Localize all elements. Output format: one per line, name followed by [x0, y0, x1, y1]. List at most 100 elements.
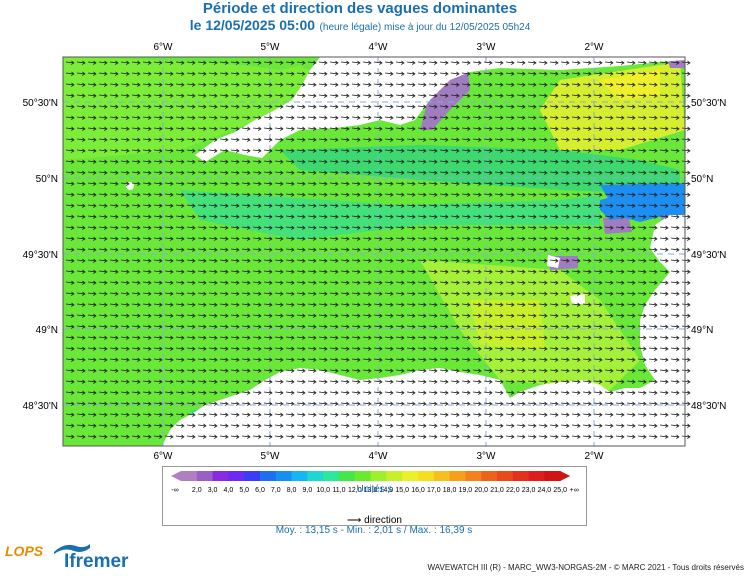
direction-arrow [439, 280, 449, 285]
direction-arrow [87, 181, 97, 186]
direction-arrow [318, 412, 328, 417]
direction-arrow [318, 115, 328, 120]
direction-arrow [351, 390, 361, 395]
direction-arrow [395, 357, 405, 362]
direction-arrow [505, 225, 515, 230]
direction-arrow [494, 82, 504, 87]
direction-arrow [560, 82, 570, 87]
direction-arrow [659, 203, 669, 208]
direction-arrow [626, 357, 636, 362]
direction-arrow [461, 346, 471, 351]
direction-arrow [439, 93, 449, 98]
direction-arrow [131, 159, 141, 164]
direction-arrow [505, 302, 515, 307]
direction-arrow [560, 236, 570, 241]
direction-arrow [505, 60, 515, 65]
direction-arrow [472, 423, 482, 428]
direction-arrow [626, 137, 636, 142]
direction-arrow [65, 390, 75, 395]
legend-low-end [171, 471, 181, 481]
direction-arrow [626, 302, 636, 307]
direction-arrow [373, 368, 383, 373]
direction-arrow [142, 148, 152, 153]
direction-arrow [131, 170, 141, 175]
direction-arrow [439, 302, 449, 307]
direction-arrow [461, 214, 471, 219]
direction-arrow [164, 269, 174, 274]
direction-arrow [208, 412, 218, 417]
direction-arrow [417, 181, 427, 186]
direction-arrow [285, 423, 295, 428]
direction-arrow [175, 335, 185, 340]
direction-arrow [142, 137, 152, 142]
direction-arrow [450, 368, 460, 373]
direction-arrow [307, 280, 317, 285]
direction-arrow [153, 192, 163, 197]
direction-arrow [670, 324, 680, 329]
direction-arrow [351, 192, 361, 197]
direction-arrow [241, 104, 251, 109]
direction-arrow [329, 258, 339, 263]
direction-arrow [296, 82, 306, 87]
direction-arrow [582, 313, 592, 318]
direction-arrow [615, 324, 625, 329]
direction-arrow [538, 324, 548, 329]
direction-arrow [406, 214, 416, 219]
direction-arrow [516, 82, 526, 87]
direction-arrow [417, 401, 427, 406]
direction-arrow [637, 214, 647, 219]
direction-arrow [274, 379, 284, 384]
direction-arrow [142, 368, 152, 373]
direction-arrow [307, 192, 317, 197]
direction-arrow [395, 258, 405, 263]
direction-arrow [351, 401, 361, 406]
direction-arrow [615, 192, 625, 197]
direction-arrow [626, 247, 636, 252]
direction-arrow [263, 225, 273, 230]
direction-arrow [340, 258, 350, 263]
direction-arrow [538, 412, 548, 417]
direction-arrow [516, 368, 526, 373]
direction-arrow [538, 401, 548, 406]
direction-arrow [164, 126, 174, 131]
direction-arrow [417, 82, 427, 87]
direction-arrow [263, 115, 273, 120]
direction-arrow [263, 203, 273, 208]
direction-arrow [164, 236, 174, 241]
direction-arrow [406, 368, 416, 373]
direction-arrow [120, 302, 130, 307]
direction-arrow [219, 247, 229, 252]
direction-arrow [76, 357, 86, 362]
direction-arrow [329, 324, 339, 329]
direction-arrow [274, 148, 284, 153]
direction-arrow [593, 346, 603, 351]
direction-arrow [296, 269, 306, 274]
legend-swatch [481, 471, 498, 481]
direction-arrow [538, 313, 548, 318]
direction-arrow [65, 82, 75, 87]
direction-arrow [582, 291, 592, 296]
direction-arrow [384, 302, 394, 307]
direction-arrow [582, 181, 592, 186]
direction-arrow [351, 324, 361, 329]
direction-arrow [527, 181, 537, 186]
direction-arrow [615, 302, 625, 307]
direction-arrow [340, 170, 350, 175]
direction-arrow [659, 71, 669, 76]
direction-arrow [351, 368, 361, 373]
direction-arrow [659, 170, 669, 175]
direction-arrow [450, 60, 460, 65]
direction-arrow [329, 115, 339, 120]
direction-arrow [351, 379, 361, 384]
direction-arrow [637, 236, 647, 241]
legend-swatch [181, 471, 198, 481]
direction-arrow [98, 434, 108, 439]
direction-arrow [384, 412, 394, 417]
direction-arrow [417, 247, 427, 252]
direction-arrow [483, 60, 493, 65]
direction-arrow [615, 401, 625, 406]
direction-arrow [670, 225, 680, 230]
direction-arrow [329, 214, 339, 219]
direction-arrow [417, 346, 427, 351]
direction-arrow [98, 60, 108, 65]
